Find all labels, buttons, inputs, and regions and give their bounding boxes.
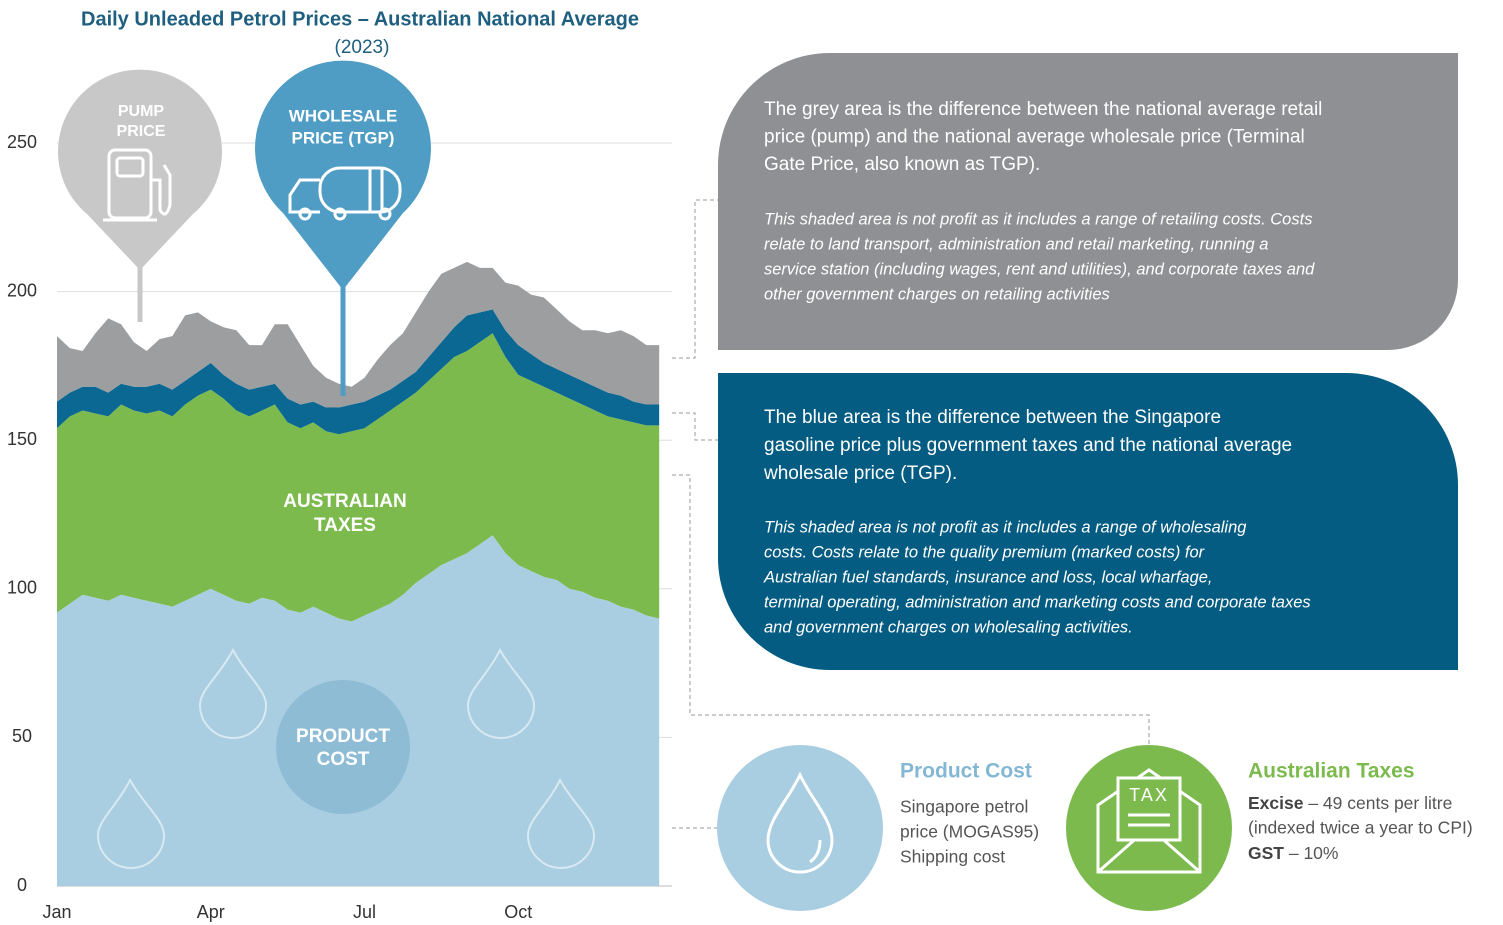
y-tick-label: 0	[17, 875, 27, 895]
text-line: PRODUCT	[296, 726, 390, 747]
text-line: This shaded area is not profit as it inc…	[764, 518, 1247, 536]
desc: – 10%	[1284, 843, 1338, 863]
text-line: WHOLESALE	[289, 106, 398, 125]
text-line: terminal operating, administration and m…	[764, 593, 1311, 611]
text-line: and government charges on wholesaling ac…	[764, 618, 1133, 636]
x-tick-label: Jul	[353, 902, 376, 922]
term: Excise	[1248, 793, 1304, 813]
y-tick-label: 50	[12, 726, 32, 746]
text-line: costs. Costs relate to the quality premi…	[764, 543, 1206, 561]
text-line: This shaded area is not profit as it inc…	[764, 210, 1312, 228]
text-line: Australian fuel standards, insurance and…	[763, 568, 1213, 586]
text-line: COST	[317, 749, 370, 770]
y-tick-label: 150	[7, 429, 37, 449]
text-line: AUSTRALIAN	[283, 491, 407, 512]
grey-panel	[718, 53, 1458, 350]
x-tick-label: Oct	[504, 902, 532, 922]
text-line: Shipping cost	[900, 847, 1005, 867]
text-line: gasoline price plus government taxes and…	[764, 435, 1292, 456]
x-tick-label: Jan	[42, 902, 71, 922]
text-line: Gate Price, also known as TGP).	[764, 154, 1040, 175]
chart-title: Daily Unleaded Petrol Prices – Australia…	[81, 8, 639, 30]
legend-title: Australian Taxes	[1248, 760, 1415, 783]
text-line: relate to land transport, administration…	[764, 235, 1268, 253]
chart-subtitle: (2023)	[335, 37, 390, 58]
tgp-balloon	[255, 61, 431, 290]
tax-icon-text: TAX	[1129, 785, 1169, 805]
text-line: PRICE (TGP)	[292, 128, 395, 147]
text-line: The grey area is the difference between …	[764, 99, 1322, 120]
term: GST	[1248, 843, 1284, 863]
text-line: The blue area is the difference between …	[764, 407, 1221, 428]
pump-balloon	[58, 70, 222, 270]
text-line: other government charges on retailing ac…	[764, 285, 1110, 303]
text-line: PUMP	[118, 103, 165, 120]
y-tick-label: 100	[7, 578, 37, 598]
product-circle	[717, 745, 883, 911]
desc: – 49 cents per litre	[1303, 793, 1452, 813]
text-line: GST – 10%	[1248, 843, 1338, 863]
y-tick-label: 200	[7, 280, 37, 300]
page: Daily Unleaded Petrol Prices – Australia…	[0, 0, 1503, 925]
text-line: Excise – 49 cents per litre	[1248, 793, 1452, 813]
text-line: (indexed twice a year to CPI)	[1248, 818, 1473, 838]
text-line: price (MOGAS95)	[900, 822, 1039, 842]
text-line: wholesale price (TGP).	[763, 463, 957, 484]
text-line: PRICE	[117, 123, 166, 140]
text-line: price (pump) and the national average wh…	[764, 127, 1305, 148]
text-line: Singapore petrol	[900, 797, 1028, 817]
legend-title: Product Cost	[900, 760, 1032, 783]
text-line: service station (including wages, rent a…	[764, 260, 1315, 278]
y-tick-label: 250	[7, 132, 37, 152]
text-line: TAXES	[314, 515, 376, 536]
x-tick-label: Apr	[197, 902, 225, 922]
